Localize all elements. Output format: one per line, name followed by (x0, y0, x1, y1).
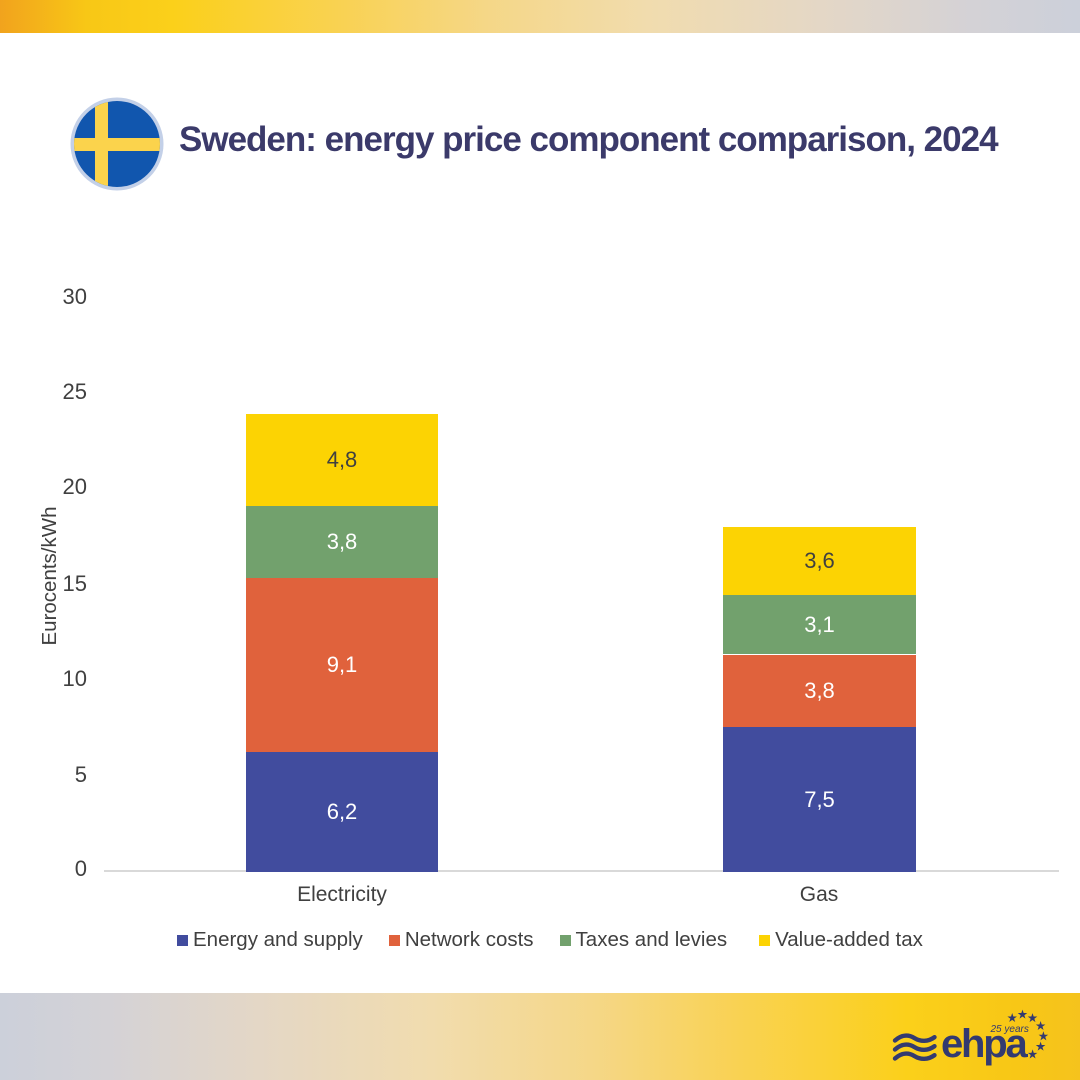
svg-text:25 years: 25 years (990, 1024, 1029, 1035)
svg-text:ehpa: ehpa (941, 1022, 1029, 1066)
